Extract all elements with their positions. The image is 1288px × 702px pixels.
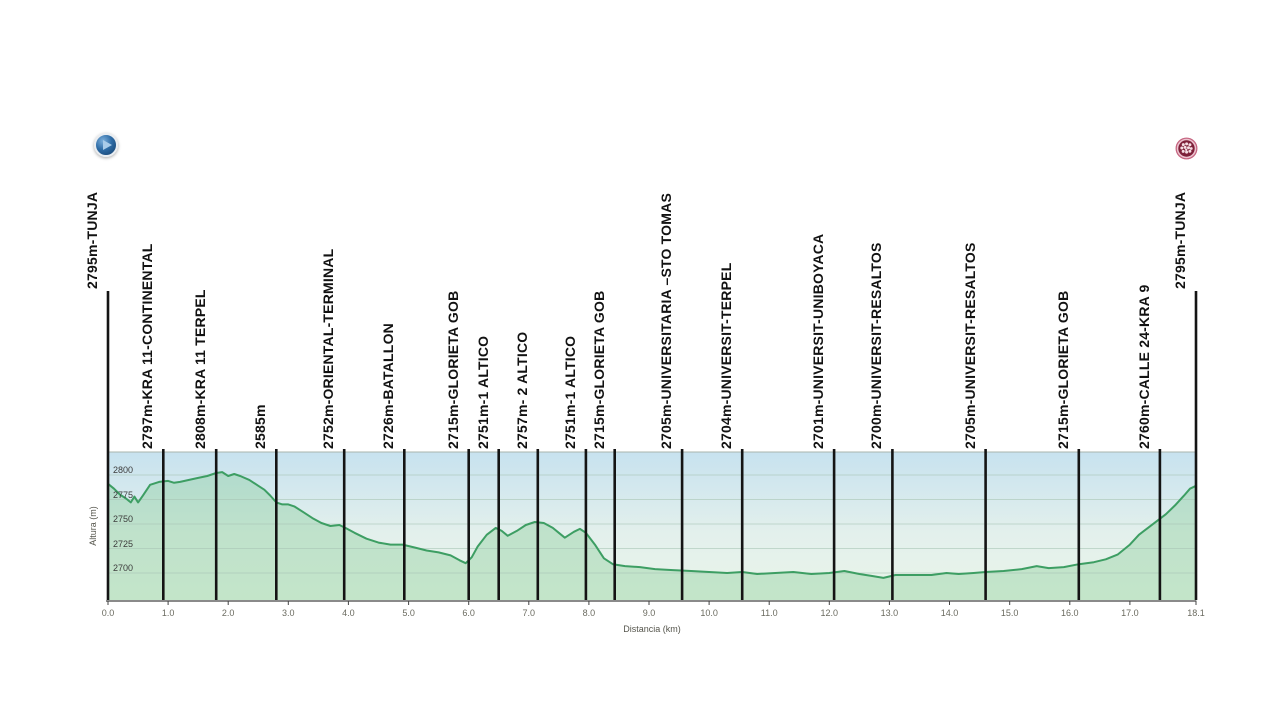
x-tick-label: 3.0 [282,608,295,618]
waypoint-label-via: 2715m-GLORIETA GOB [444,290,461,449]
x-tick-label: 12.0 [820,608,839,618]
start-icon [94,133,118,157]
waypoint-label-via: 2704m-UNIVERSIT-TERPEL [718,262,735,449]
waypoint-label-via: 2760m-CALLE 24-KRA 9 [1135,284,1152,449]
waypoint-label-via: 2752m-ORIENTAL-TERMINAL [320,248,337,449]
x-tick-label: 10.0 [700,608,718,618]
waypoint-label-via: 2715m-GLORIETA GOB [1054,290,1071,449]
x-tick-label: 17.0 [1121,608,1139,618]
waypoint-label-via: 2701m-UNIVERSIT-UNIBOYACA [810,233,827,449]
y-tick-label: 2775 [113,489,134,500]
finish-icon [1175,137,1198,160]
waypoint-label-finish: 2795m-TUNJA [1172,191,1188,289]
waypoint-label-via: 2705m-UNIVERSIT-RESALTOS [961,242,978,449]
waypoint-label-via: 2797m-KRA 11-CONTINENTAL [139,243,156,449]
y-tick-label: 2700 [113,563,134,573]
x-tick-label: 2.0 [221,608,235,618]
y-axis-title: Altura (m) [88,506,98,546]
y-tick-label: 2725 [113,538,134,549]
y-tick-label: 2800 [113,465,134,475]
waypoint-label-start: 2795m-TUNJA [84,191,100,289]
waypoint-label-via: 2715m-GLORIETA GOB [590,290,607,449]
waypoint-label-via: 2757m- 2 ALTICO [513,331,530,449]
x-tick-label: 6.0 [462,608,475,618]
x-tick-label: 14.0 [940,608,959,618]
x-tick-label: 0.0 [101,608,115,618]
waypoint-label-via: 2726m-BATALLON [380,323,397,449]
waypoint-label-via: 2705m-UNIVERSITARIA –STO TOMAS [658,193,675,449]
x-tick-label: 13.0 [880,608,899,618]
x-tick-label: 8.0 [582,608,596,618]
x-tick-label: 1.0 [161,608,175,618]
x-tick-label: 16.0 [1061,608,1079,618]
x-tick-label: 15.0 [1000,608,1019,618]
waypoint-label-via: 2585m [252,404,269,449]
x-tick-label: 11.0 [760,608,778,618]
x-tick-label: 4.0 [342,608,355,618]
waypoint-label-via: 2808m-KRA 11 TERPEL [192,289,209,449]
y-tick-label: 2750 [113,514,134,524]
x-axis-title: Distancia (km) [623,624,681,634]
x-tick-label: 5.0 [402,608,415,618]
x-tick-label: 18.1 [1187,608,1205,618]
play-icon [103,140,112,150]
waypoint-label-via: 2751m-1 ALTICO [561,335,578,449]
waypoint-label-via: 2700m-UNIVERSIT-RESALTOS [868,242,885,449]
x-tick-label: 9.0 [642,608,656,618]
waypoint-label-via: 2751m-1 ALTICO [474,335,491,449]
x-tick-label: 7.0 [522,608,536,618]
